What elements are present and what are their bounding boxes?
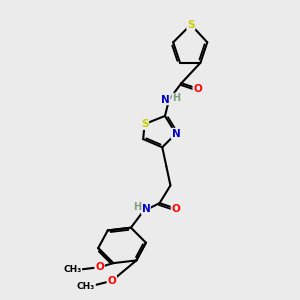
Text: O: O [107,276,116,286]
Text: N: N [161,94,170,105]
Text: CH₃: CH₃ [77,282,95,291]
Text: O: O [95,262,104,272]
Text: O: O [172,204,180,214]
Text: H: H [133,202,141,212]
Text: N: N [142,204,150,214]
Text: CH₃: CH₃ [63,266,81,274]
Text: S: S [141,119,148,129]
Text: N: N [172,129,180,139]
Text: H: H [172,93,180,103]
Text: O: O [193,84,202,94]
Text: S: S [187,20,195,30]
